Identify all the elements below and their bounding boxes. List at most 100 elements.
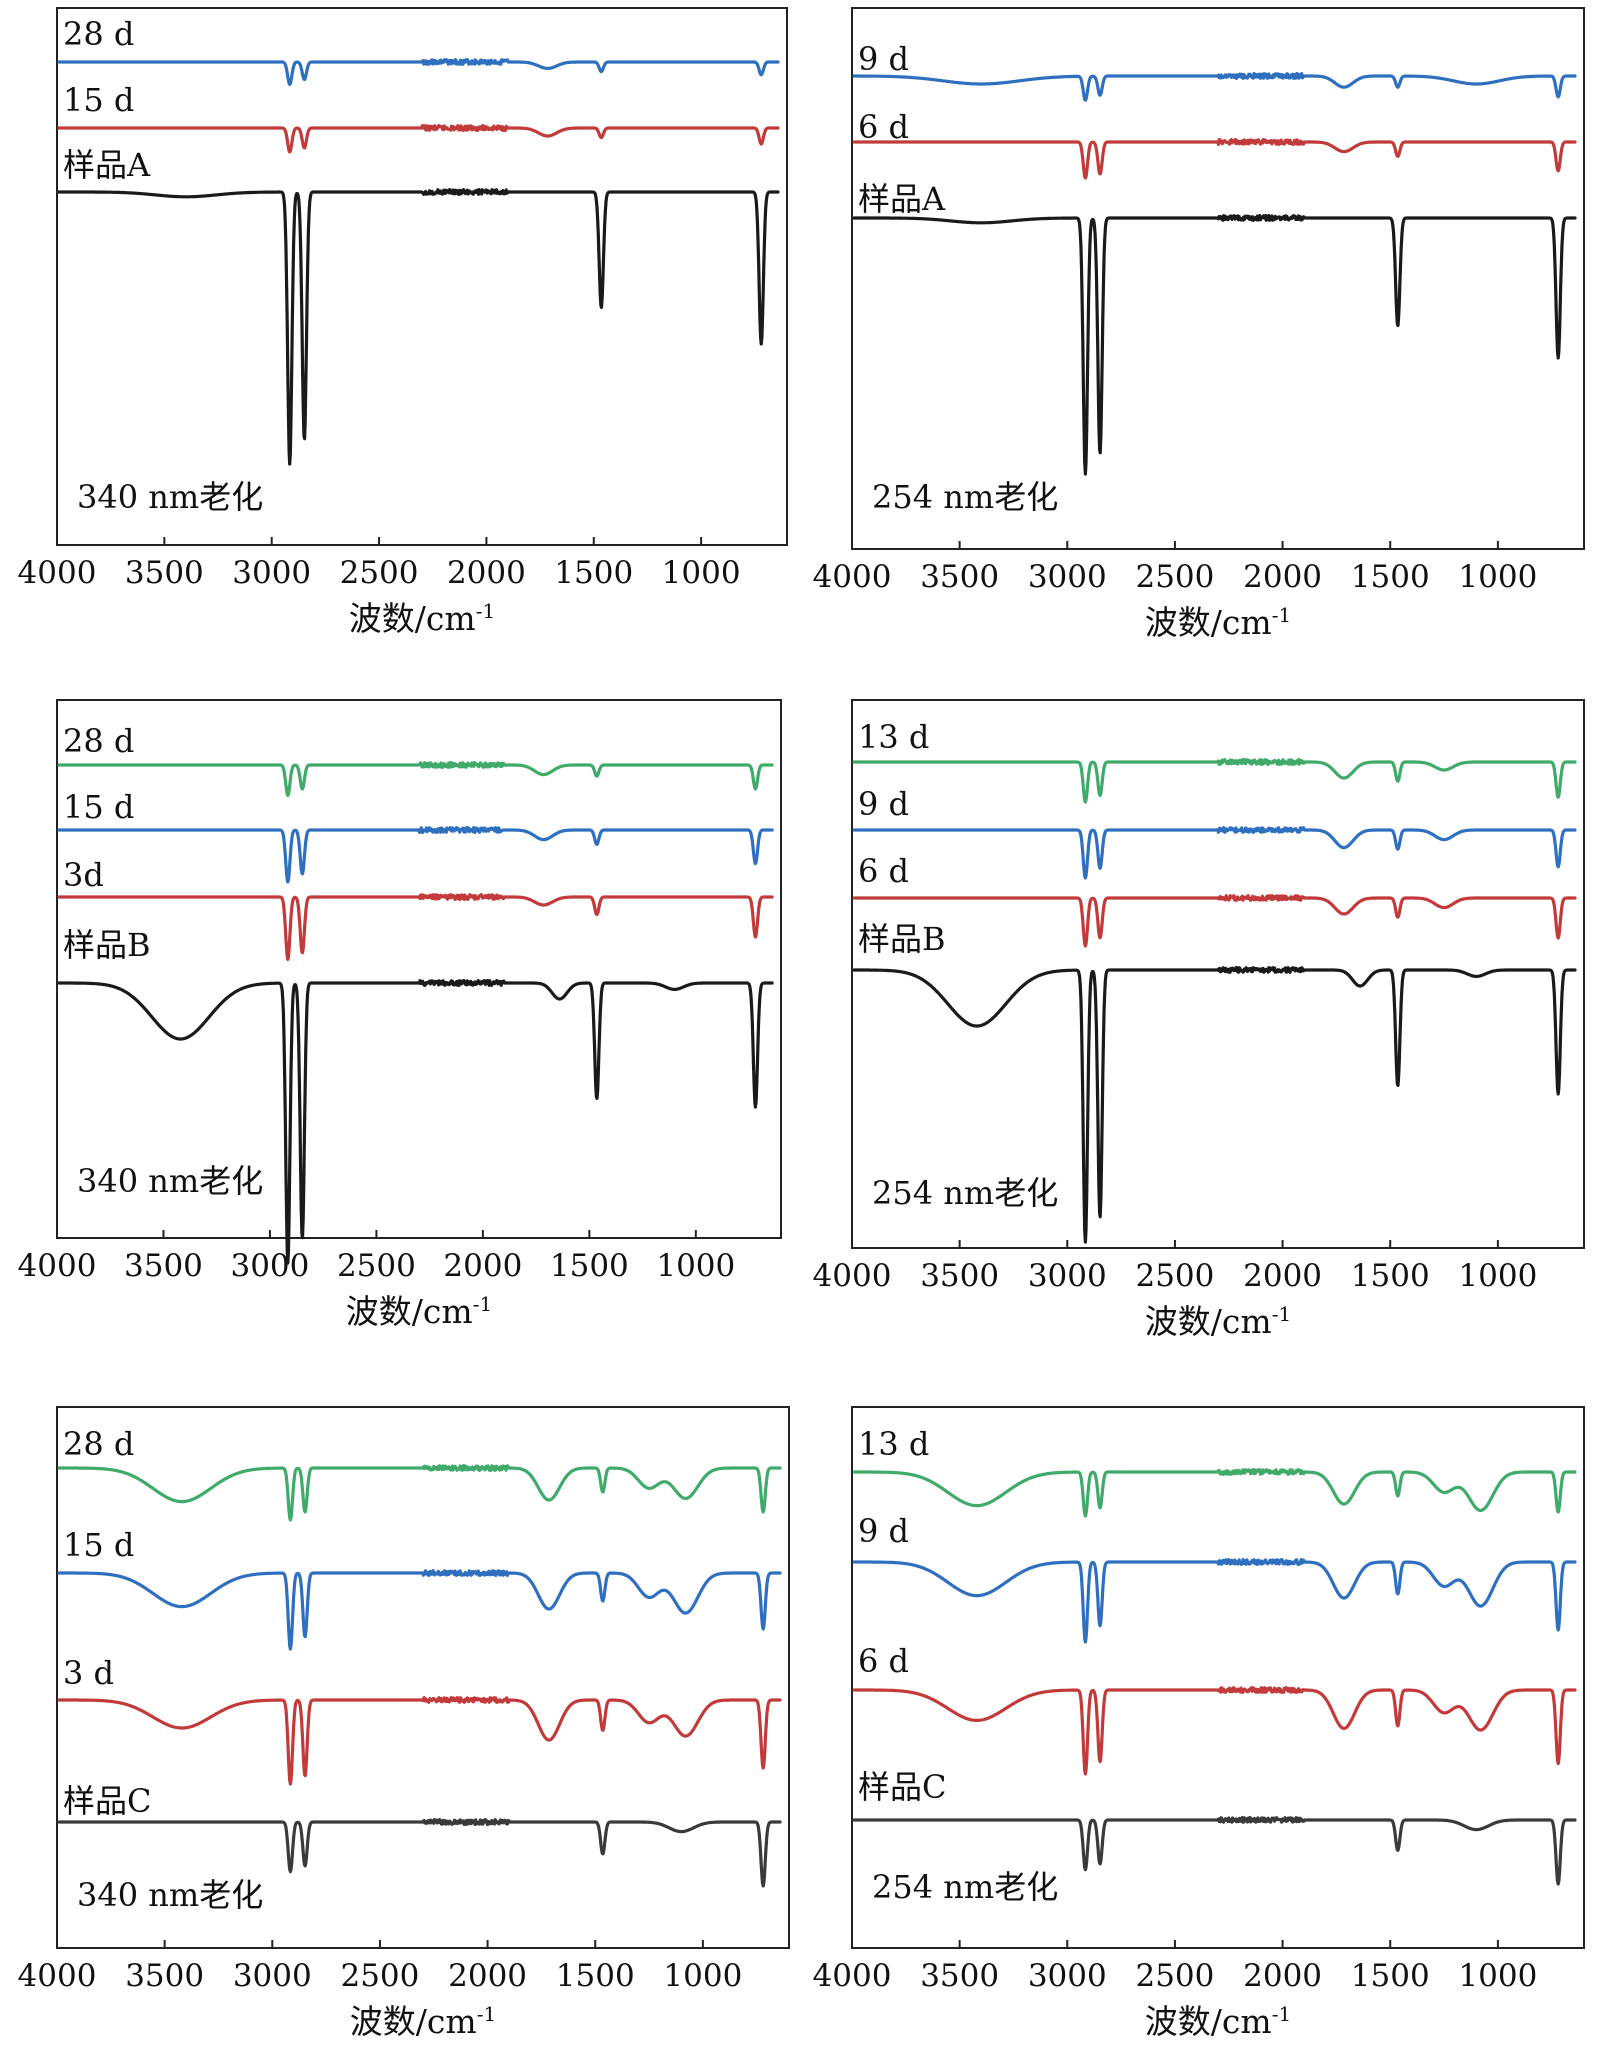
x-tick-label: 3000 — [1028, 1258, 1107, 1294]
x-tick-label: 4000 — [18, 555, 97, 591]
plot-frame — [56, 7, 788, 546]
x-tick-label: 3000 — [1028, 559, 1107, 595]
x-tick-label: 1000 — [656, 1248, 735, 1284]
series-label: 3d — [63, 856, 104, 894]
ftir-panel-4: 4000 3500 3000 2500 2000 1500 1000 波数/cm-1 13 d 9… — [813, 699, 1585, 1341]
x-tick-label: 3500 — [920, 1958, 999, 1994]
x-tick-label: 4000 — [18, 1958, 97, 1994]
series-label: 28 d — [63, 722, 134, 760]
x-tick-label: 1500 — [1351, 1258, 1430, 1294]
x-tick-label: 1500 — [1351, 559, 1430, 595]
spectrum-6 d — [852, 894, 1577, 948]
x-tick-label: 3000 — [230, 1248, 309, 1284]
x-tick-label: 3000 — [1028, 1958, 1107, 1994]
series-label: 13 d — [858, 1425, 929, 1463]
x-tick-label: 2500 — [1135, 1958, 1214, 1994]
x-tick-label: 3500 — [124, 1248, 203, 1284]
x-tick-label: 1500 — [556, 1958, 635, 1994]
ftir-panel-6: 4000 3500 3000 2500 2000 1500 1000 波数/cm-1 13 d 9… — [813, 1406, 1585, 2041]
x-axis-label: 波数/cm-1 — [346, 1292, 492, 1331]
x-tick-label: 1000 — [662, 555, 741, 591]
ftir-panel-5: 4000 3500 3000 2500 2000 1500 1000 波数/cm-1 28 d 1… — [18, 1406, 790, 2041]
x-tick-label: 3000 — [232, 555, 311, 591]
spectrum-13 d — [852, 758, 1577, 804]
x-tick-label: 4000 — [18, 1248, 97, 1284]
plot-frame — [56, 1406, 790, 1949]
x-tick-label: 3500 — [920, 559, 999, 595]
series-label: 样品C — [858, 1768, 947, 1806]
spectrum-9 d — [852, 72, 1577, 102]
spectrum-15 d — [57, 1569, 782, 1651]
spectrum-样品A — [57, 188, 780, 466]
ftir-panel-3: 4000 3500 3000 2500 2000 1500 1000 波数/cm-1 28 d 1… — [18, 699, 782, 1331]
x-tick-label: 1500 — [550, 1248, 629, 1284]
x-tick-label: 4000 — [813, 559, 892, 595]
x-tick-label: 2500 — [340, 1958, 419, 1994]
spectrum-28 d — [57, 1464, 782, 1522]
series-label: 9 d — [858, 40, 909, 78]
spectrum-28 d — [57, 761, 774, 797]
condition-label: 254 nm老化 — [872, 1868, 1058, 1906]
spectrum-28 d — [57, 58, 780, 86]
spectrum-15 d — [57, 826, 774, 884]
series-label: 样品B — [63, 926, 151, 964]
series-label: 6 d — [858, 852, 909, 890]
x-tick-label: 3500 — [920, 1258, 999, 1294]
spectrum-样品B — [57, 979, 774, 1265]
condition-label: 340 nm老化 — [77, 478, 263, 516]
x-tick-label: 2000 — [443, 1248, 522, 1284]
series-label: 6 d — [858, 1642, 909, 1680]
spectrum-6 d — [852, 1686, 1577, 1776]
series-label: 15 d — [63, 81, 134, 119]
x-axis-label: 波数/cm-1 — [1145, 2002, 1291, 2041]
x-tick-label: 1000 — [1458, 559, 1537, 595]
spectrum-样品A — [852, 214, 1577, 476]
series-label: 9 d — [858, 785, 909, 823]
plot-frame — [851, 1406, 1585, 1949]
x-axis-label: 波数/cm-1 — [1145, 603, 1291, 642]
series-label: 28 d — [63, 15, 134, 53]
x-tick-label: 3500 — [125, 1958, 204, 1994]
x-axis-label: 波数/cm-1 — [350, 2002, 496, 2041]
x-tick-label: 1500 — [1351, 1958, 1430, 1994]
x-tick-label: 2500 — [1135, 1258, 1214, 1294]
spectrum-9 d — [852, 1558, 1577, 1644]
x-tick-label: 4000 — [813, 1958, 892, 1994]
spectrum-样品C — [852, 1816, 1577, 1886]
spectrum-13 d — [852, 1468, 1577, 1518]
plot-frame — [56, 699, 782, 1239]
x-tick-label: 2500 — [340, 555, 419, 591]
series-label: 28 d — [63, 1425, 134, 1463]
spectrum-样品C — [57, 1818, 782, 1888]
spectrum-15 d — [57, 124, 780, 154]
x-tick-label: 3000 — [233, 1958, 312, 1994]
x-tick-label: 2500 — [337, 1248, 416, 1284]
x-tick-label: 1000 — [1458, 1258, 1537, 1294]
x-axis-label: 波数/cm-1 — [1145, 1302, 1291, 1341]
x-tick-label: 3500 — [125, 555, 204, 591]
series-label: 6 d — [858, 108, 909, 146]
x-tick-label: 2000 — [448, 1958, 527, 1994]
x-tick-label: 2000 — [1243, 1958, 1322, 1994]
x-tick-label: 2500 — [1135, 559, 1214, 595]
condition-label: 254 nm老化 — [872, 1174, 1058, 1212]
series-label: 3 d — [63, 1654, 114, 1692]
series-label: 样品B — [858, 920, 946, 958]
x-tick-label: 2000 — [447, 555, 526, 591]
series-label: 样品A — [63, 146, 151, 184]
series-label: 样品C — [63, 1782, 152, 1820]
x-tick-label: 1000 — [663, 1958, 742, 1994]
plot-frame — [851, 7, 1585, 550]
x-tick-label: 1000 — [1458, 1958, 1537, 1994]
series-label: 9 d — [858, 1512, 909, 1550]
spectrum-样品B — [852, 966, 1577, 1244]
spectrum-3 d — [57, 1696, 782, 1786]
x-axis-label: 波数/cm-1 — [349, 599, 495, 638]
series-label: 样品A — [858, 180, 946, 218]
spectrum-9 d — [852, 826, 1577, 880]
series-label: 13 d — [858, 718, 929, 756]
plot-frame — [851, 699, 1585, 1249]
condition-label: 340 nm老化 — [77, 1162, 263, 1200]
spectrum-3d — [57, 893, 774, 961]
